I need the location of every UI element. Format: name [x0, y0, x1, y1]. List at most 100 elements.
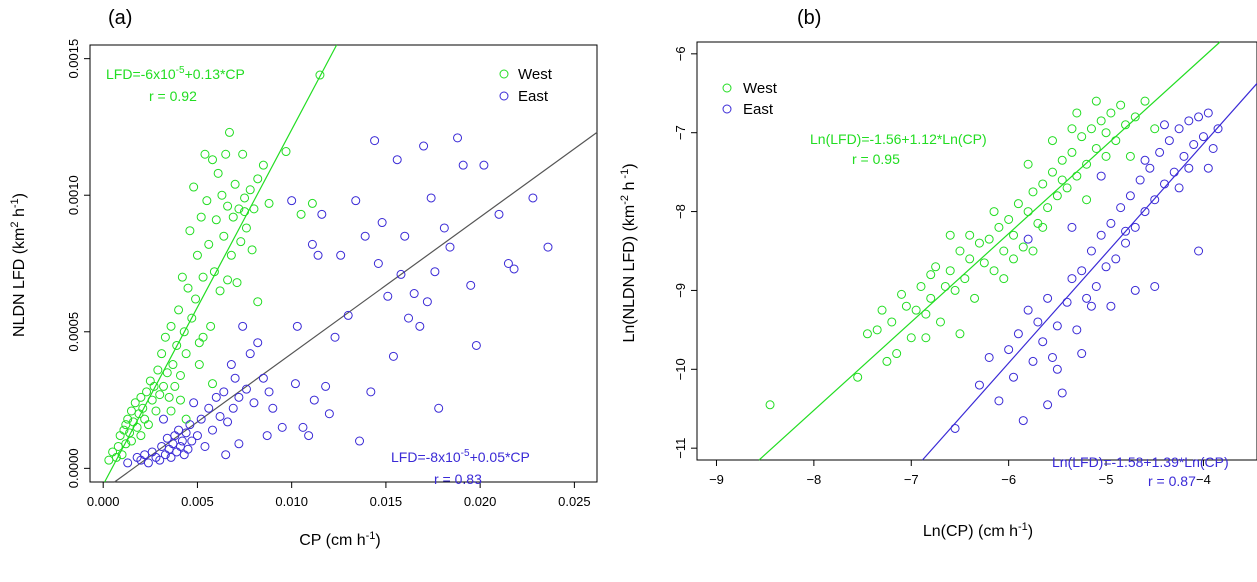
panel-a-point-east	[479, 160, 489, 170]
panel-a-point-east	[258, 373, 268, 383]
panel-b-y-tick-label: −10	[673, 358, 688, 380]
panel-b-point-west	[906, 333, 916, 343]
panel-a-point-west	[145, 376, 155, 386]
panel-b-point-east	[1130, 222, 1140, 232]
panel-b-point-west	[1072, 108, 1082, 118]
panel-b-point-west	[1082, 159, 1092, 169]
panel-b-point-west	[931, 262, 941, 272]
panel-b-point-west	[960, 274, 970, 284]
panel-a-y-axis-label: NLDN LFD (km2 h-1)	[9, 193, 28, 337]
panel-b-point-west	[1009, 230, 1019, 240]
panel-b-x-tick-label: −7	[904, 472, 919, 487]
panel-b-point-west	[1111, 136, 1121, 146]
panel-a-point-west	[200, 149, 210, 159]
panel-a-point-east	[409, 289, 419, 299]
panel-a-legend-east-marker	[499, 91, 509, 101]
panel-b-point-west	[921, 309, 931, 319]
panel-b-point-east	[1052, 321, 1062, 331]
panel-a-point-east	[215, 411, 225, 421]
panel-b-point-east	[974, 380, 984, 390]
panel-a-east-r: r = 0.83	[434, 471, 482, 487]
panel-b-point-east	[1043, 400, 1053, 410]
panel-b-point-east	[1023, 305, 1033, 315]
panel-a-point-east	[277, 422, 287, 432]
panel-a-point-west	[219, 231, 229, 241]
panel-a-point-east	[230, 373, 240, 383]
panel-a-point-east	[304, 431, 314, 441]
panel-b-point-east	[1004, 345, 1014, 355]
panel-a-y-tick-label: 0.0010	[66, 175, 81, 215]
panel-a-point-west	[138, 403, 148, 413]
panel-a-point-west	[143, 420, 153, 430]
panel-a-point-west	[224, 127, 234, 137]
panel-b-point-west	[1062, 183, 1072, 193]
panel-b-point-west	[897, 289, 907, 299]
panel-a-point-west	[166, 321, 176, 331]
panel-a-point-west	[147, 395, 157, 405]
panel-a-point-west	[160, 332, 170, 342]
panel-a-point-west	[315, 70, 325, 80]
panel-b-point-west	[862, 329, 872, 339]
panel-a-point-west	[241, 223, 251, 233]
panel-a-point-east	[392, 155, 402, 165]
panel-b: (b) −9 −8 −7 −6 −5 −4 −11 −10 −9 −8 −7 −6 Ln(CP) (…	[619, 7, 1257, 540]
panel-a-point-west	[121, 420, 131, 430]
panel-a-point-west	[208, 155, 218, 165]
panel-a-point-east	[458, 160, 468, 170]
panel-b-point-east	[1121, 226, 1131, 236]
panel-b-point-east	[1174, 183, 1184, 193]
panel-b-point-east	[994, 396, 1004, 406]
panel-b-fit-lines	[758, 41, 1257, 461]
panel-b-x-tick-label: −4	[1196, 472, 1211, 487]
panel-a-point-west	[232, 278, 242, 288]
panel-b-point-west	[1096, 116, 1106, 126]
panel-a-x-axis-label: CP (cm h-1)	[299, 530, 381, 549]
panel-a-point-west	[166, 406, 176, 416]
panel-a-point-west	[119, 425, 129, 435]
panel-b-point-east	[1155, 147, 1165, 157]
panel-a-point-west	[117, 450, 127, 460]
panel-b-point-west	[1125, 151, 1135, 161]
panel-a-legend-west-label: West	[518, 66, 553, 83]
panel-b-point-east	[1135, 175, 1145, 185]
panel-b-point-east	[1082, 293, 1092, 303]
panel-b-point-east	[1028, 356, 1038, 366]
panel-a-x-tick-label: 0.005	[181, 494, 214, 509]
panel-b-points	[765, 96, 1223, 433]
panel-a-point-west	[204, 239, 214, 249]
panel-a-point-west	[249, 204, 259, 214]
panel-b-point-west	[945, 266, 955, 276]
panel-b-point-west	[1004, 214, 1014, 224]
panel-a-point-east	[377, 218, 387, 228]
panel-a-point-west	[113, 441, 123, 451]
panel-b-point-west	[970, 293, 980, 303]
panel-a-point-east	[179, 450, 189, 460]
panel-a-point-west	[217, 190, 227, 200]
panel-a-point-east	[268, 403, 278, 413]
panel-b-point-east	[1145, 163, 1155, 173]
panel-b-point-east	[1159, 179, 1169, 189]
panel-a-point-east	[503, 259, 513, 268]
panel-a-point-east	[249, 398, 259, 408]
panel-b-point-east	[1096, 171, 1106, 181]
panel-a-point-west	[264, 198, 274, 208]
panel-b-point-east	[1150, 281, 1160, 291]
panel-a-point-east	[422, 297, 432, 307]
panel-a-point-west	[211, 215, 221, 225]
panel-b-point-west	[1038, 179, 1048, 189]
panel-a-point-east	[404, 313, 414, 323]
panel-a-point-east	[396, 269, 406, 279]
panel-a-point-east	[262, 431, 272, 441]
panel-b-point-west	[1082, 195, 1092, 205]
panel-a-point-west	[189, 182, 199, 192]
panel-b-point-east	[1159, 120, 1169, 130]
panel-b-east-r: r = 0.87	[1148, 473, 1196, 489]
panel-b-point-west	[1028, 187, 1038, 197]
panel-a-legend-east-label: East	[518, 88, 549, 105]
panel-b-x-ticks: −9 −8 −7 −6 −5 −4	[709, 460, 1211, 487]
panel-a-point-east	[238, 321, 248, 331]
panel-a-point-east	[228, 403, 238, 413]
panel-a-point-west	[140, 414, 150, 424]
panel-a-point-east	[528, 193, 538, 203]
panel-a-point-west	[228, 212, 238, 222]
